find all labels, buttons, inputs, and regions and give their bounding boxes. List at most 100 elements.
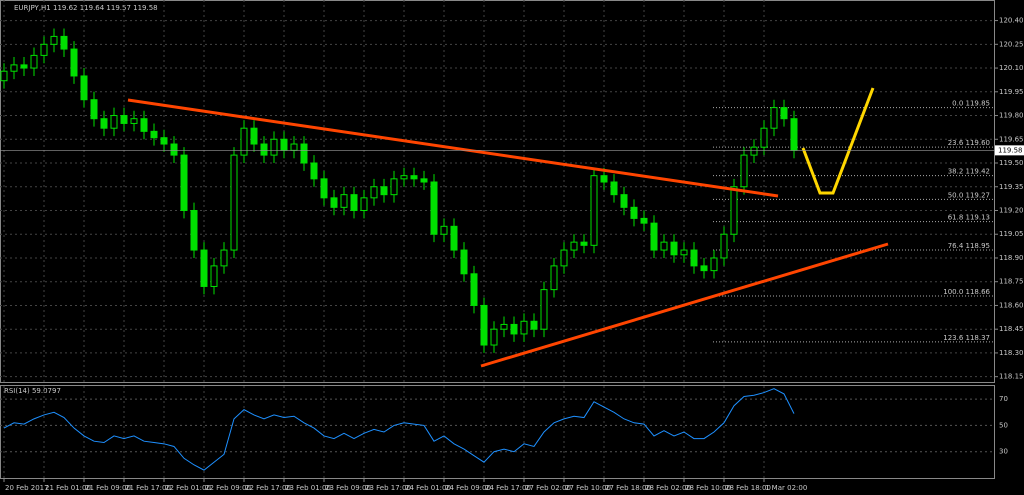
x-tick-label: 21 Feb 09:00 — [85, 484, 131, 492]
candle-body — [400, 175, 408, 180]
candle-body — [10, 64, 18, 72]
x-tick-label: 28 Feb 02:00 — [645, 484, 691, 492]
x-tick-label: 23 Feb 01:00 — [285, 484, 331, 492]
rsi-tick-label: 50 — [999, 421, 1008, 429]
candle-body — [510, 323, 518, 335]
candle-body — [120, 115, 128, 124]
projection-path — [801, 87, 875, 195]
rsi-frame — [0, 385, 995, 479]
resistance-trendline — [127, 98, 779, 198]
rsi-tick-label: 70 — [999, 395, 1008, 403]
candle-body — [220, 249, 228, 267]
x-tick-label: 24 Feb 09:00 — [445, 484, 491, 492]
fib-label: 50.0 119.27 — [948, 191, 990, 199]
x-tick-label: 27 Feb 18:00 — [605, 484, 651, 492]
x-tick-label: 22 Feb 01:00 — [165, 484, 211, 492]
candle-body — [300, 143, 308, 164]
fib-label: 38.2 119.42 — [948, 168, 990, 176]
fib-label: 100.0 118.66 — [943, 288, 990, 296]
candle-body — [550, 265, 558, 291]
candle-body — [390, 178, 398, 196]
candle-body — [750, 146, 758, 156]
y-tick-label: 118.75 — [999, 278, 1024, 286]
y-tick-label: 118.15 — [999, 373, 1024, 381]
candle-body — [280, 138, 288, 151]
y-tick-label: 118.30 — [999, 349, 1024, 357]
candle-body — [700, 265, 708, 272]
candle-body — [260, 143, 268, 156]
x-tick-label: 24 Feb 17:00 — [485, 484, 531, 492]
candle-body — [540, 289, 548, 330]
candle-body — [730, 186, 738, 235]
y-tick-label: 120.25 — [999, 40, 1024, 48]
candle-body — [180, 154, 188, 211]
candle-body — [720, 233, 728, 259]
candle-body — [520, 320, 528, 335]
candle-body — [360, 197, 368, 211]
candle-body — [430, 181, 438, 235]
fib-label: 0.0 119.85 — [952, 100, 990, 108]
fib-label: 23.6 119.60 — [948, 139, 990, 147]
candle-body — [240, 127, 248, 156]
y-tick-label: 119.65 — [999, 135, 1024, 143]
candle-body — [290, 143, 298, 151]
y-tick-label: 118.45 — [999, 325, 1024, 333]
x-tick-label: 1 Mar 02:00 — [765, 484, 807, 492]
candle-body — [210, 265, 218, 287]
candle-body — [440, 225, 448, 235]
candle-body — [620, 194, 628, 208]
candle-body — [160, 137, 168, 145]
marks — [0, 28, 798, 471]
candle-body — [470, 273, 478, 306]
candle-body — [640, 217, 648, 224]
candle-body — [770, 107, 778, 129]
y-tick-label: 119.95 — [999, 88, 1024, 96]
x-tick-label: 21 Feb 01:00 — [45, 484, 91, 492]
current-price-tag — [995, 145, 1024, 156]
grid — [0, 0, 995, 478]
candle-body — [110, 115, 118, 129]
candle-body — [500, 323, 508, 330]
candle-body — [370, 186, 378, 199]
candle-body — [600, 175, 608, 183]
fib-label: 76.4 118.95 — [948, 242, 990, 250]
candle-body — [460, 249, 468, 275]
y-tick-label: 118.60 — [999, 301, 1024, 309]
candle-body — [90, 99, 98, 120]
candle-body — [20, 64, 28, 69]
candle-body — [170, 143, 178, 156]
candle-body — [740, 154, 748, 188]
x-tick-label: 28 Feb 10:00 — [685, 484, 731, 492]
candle-body — [380, 186, 388, 196]
chart-title: EURJPY,H1 119.62 119.64 119.57 119.58 — [14, 4, 158, 12]
candle-body — [560, 249, 568, 267]
candle-body — [50, 35, 58, 45]
y-tick-label: 119.50 — [999, 159, 1024, 167]
x-tick-label: 28 Feb 18:00 — [725, 484, 771, 492]
candle-body — [40, 43, 48, 56]
x-tick-label: 27 Feb 02:00 — [525, 484, 571, 492]
rsi-line — [3, 388, 795, 471]
candle-body — [580, 241, 588, 246]
main-frame — [0, 0, 995, 383]
candle-body — [610, 181, 618, 196]
y-tick-label: 120.40 — [999, 17, 1024, 25]
candle-body — [270, 138, 278, 156]
candle-body — [690, 249, 698, 267]
candle-body — [650, 222, 658, 251]
candle-body — [0, 70, 8, 82]
candle-body — [760, 127, 768, 148]
candle-body — [710, 257, 718, 272]
x-tick-label: 22 Feb 17:00 — [245, 484, 291, 492]
candle-body — [230, 154, 238, 251]
x-tick-label: 22 Feb 09:00 — [205, 484, 251, 492]
x-tick-label: 27 Feb 10:00 — [565, 484, 611, 492]
candle-body — [190, 209, 198, 251]
candle-body — [130, 118, 138, 124]
candle-body — [780, 107, 788, 120]
fib-label: 123.6 118.37 — [943, 334, 990, 342]
rsi-title: RSI(14) 59.0797 — [4, 387, 61, 395]
candle-body — [200, 249, 208, 287]
